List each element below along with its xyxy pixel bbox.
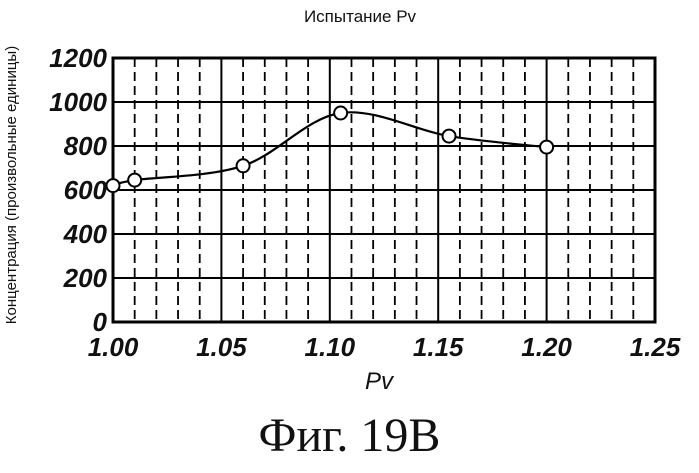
data-point [540,141,553,154]
data-point [334,107,347,120]
figure-caption: Фиг. 19В [0,408,699,463]
x-tick-label: 1.15 [413,332,464,362]
x-tick-label: 1.05 [196,332,247,362]
chart-title: Испытание Pv [304,7,417,26]
x-tick-label: 1.20 [521,332,572,362]
data-point [443,130,456,143]
y-tick-label: 200 [63,263,108,293]
x-tick-label: 1.25 [630,332,681,362]
y-tick-label: 800 [64,131,108,161]
data-point [107,179,120,192]
chart: 0200400600800100012001.001.051.101.151.2… [0,0,699,400]
data-point [237,159,250,172]
x-tick-label: 1.10 [304,332,355,362]
x-axis-label: Pv [365,368,395,395]
y-tick-label: 1200 [49,43,107,73]
y-tick-label: 1000 [49,87,107,117]
data-point [128,174,141,187]
y-tick-label: 400 [63,219,108,249]
y-axis-label: Концентрация (произвольные единицы) [3,46,20,324]
x-tick-label: 1.00 [88,332,139,362]
y-tick-label: 600 [64,175,108,205]
